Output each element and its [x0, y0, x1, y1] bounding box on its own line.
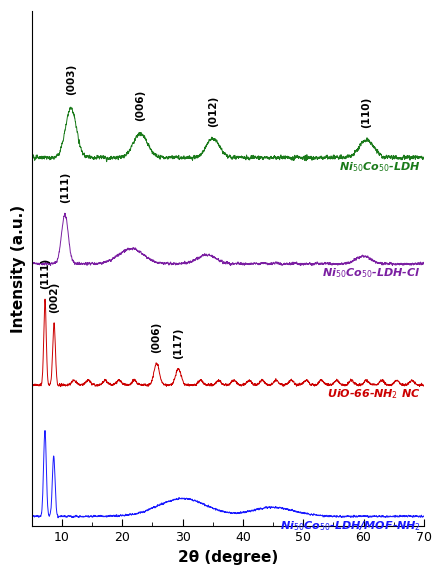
- Text: Ni$_{50}$Co$_{50}$-LDH/MOF-NH$_2$: Ni$_{50}$Co$_{50}$-LDH/MOF-NH$_2$: [280, 519, 421, 533]
- Text: (111): (111): [60, 172, 70, 203]
- Text: Ni$_{50}$Co$_{50}$-LDH-Cl: Ni$_{50}$Co$_{50}$-LDH-Cl: [323, 266, 421, 280]
- Text: (006): (006): [135, 89, 145, 120]
- Text: (006): (006): [152, 322, 162, 353]
- Text: (012): (012): [208, 96, 218, 127]
- Text: (117): (117): [173, 328, 183, 359]
- Y-axis label: Intensity (a.u.): Intensity (a.u.): [11, 204, 26, 333]
- Text: UiO-66-NH$_2$ NC: UiO-66-NH$_2$ NC: [327, 388, 421, 401]
- Text: (110): (110): [361, 97, 372, 128]
- X-axis label: 2θ (degree): 2θ (degree): [178, 550, 278, 565]
- Text: (003): (003): [66, 63, 76, 95]
- Text: (111): (111): [40, 258, 50, 290]
- Text: (002): (002): [49, 282, 59, 313]
- Text: Ni$_{50}$Co$_{50}$-LDH: Ni$_{50}$Co$_{50}$-LDH: [339, 160, 421, 174]
